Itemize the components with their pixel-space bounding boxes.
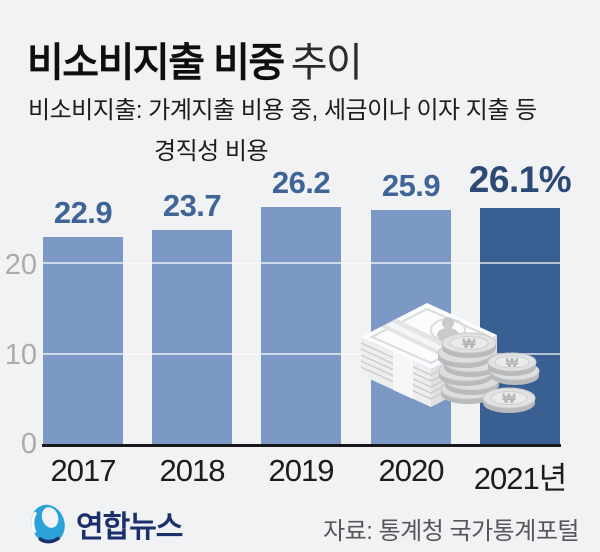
yonhap-swirl-icon	[31, 504, 65, 544]
y-axis-tick-20: 20	[4, 249, 37, 281]
bar-value-label: 25.9	[381, 168, 441, 203]
won-coin-stack-icon: ₩	[437, 332, 500, 404]
won-symbol: ₩	[462, 335, 476, 351]
page-title: 비소비지출 비중 추이	[27, 30, 363, 88]
won-coin-icon: ₩	[482, 387, 536, 413]
source-text: 자료: 통계청 국가통계포털	[323, 518, 579, 545]
bar-2019	[261, 207, 341, 444]
bar-group-2017: 22.9 2017	[43, 195, 123, 488]
bar-group-2018: 23.7 2018	[152, 188, 232, 488]
yonhap-logo: 연합뉴스	[28, 502, 183, 546]
bar-value-label: 26.1%	[468, 159, 572, 200]
bar-2018	[152, 230, 232, 444]
bar-group-2019: 26.2 2019	[261, 165, 341, 488]
y-axis-tick-10: 10	[4, 339, 37, 371]
x-axis-label-2020: 2020	[378, 453, 445, 488]
gridline-10	[42, 353, 561, 355]
won-symbol: ₩	[506, 355, 519, 370]
bar-value-label: 26.2	[271, 165, 331, 200]
bar-value-label: 23.7	[162, 188, 222, 223]
banknote-stack-icon: ₩ ₩ ₩	[360, 303, 540, 413]
money-illustration: ₩ ₩ ₩	[355, 283, 555, 418]
title-suffix: 추이	[290, 41, 363, 85]
x-axis-label-2021: 2021년	[473, 461, 567, 496]
won-coin-pair-icon: ₩	[487, 352, 540, 385]
logo-text: 연합뉴스	[76, 511, 183, 544]
gridline-20	[42, 262, 561, 264]
subtitle-line-2: 경직성 비용	[154, 138, 269, 165]
title-main: 비소비지출 비중	[27, 41, 285, 85]
x-axis-label-2018: 2018	[159, 453, 226, 488]
chart-subtitle: 비소비지출: 가계지출 비용 중, 세금이나 이자 지출 등 경직성 비용	[28, 90, 537, 172]
subtitle-line-1: 비소비지출: 가계지출 비용 중, 세금이나 이자 지출 등	[28, 97, 537, 124]
x-axis-label-2019: 2019	[268, 453, 335, 488]
bar-2017	[43, 237, 123, 444]
y-axis-tick-0: 0	[20, 428, 37, 460]
x-axis-label-2017: 2017	[50, 453, 117, 488]
x-axis-baseline	[42, 444, 561, 447]
won-symbol: ₩	[502, 390, 516, 406]
bar-value-label: 22.9	[53, 195, 113, 230]
